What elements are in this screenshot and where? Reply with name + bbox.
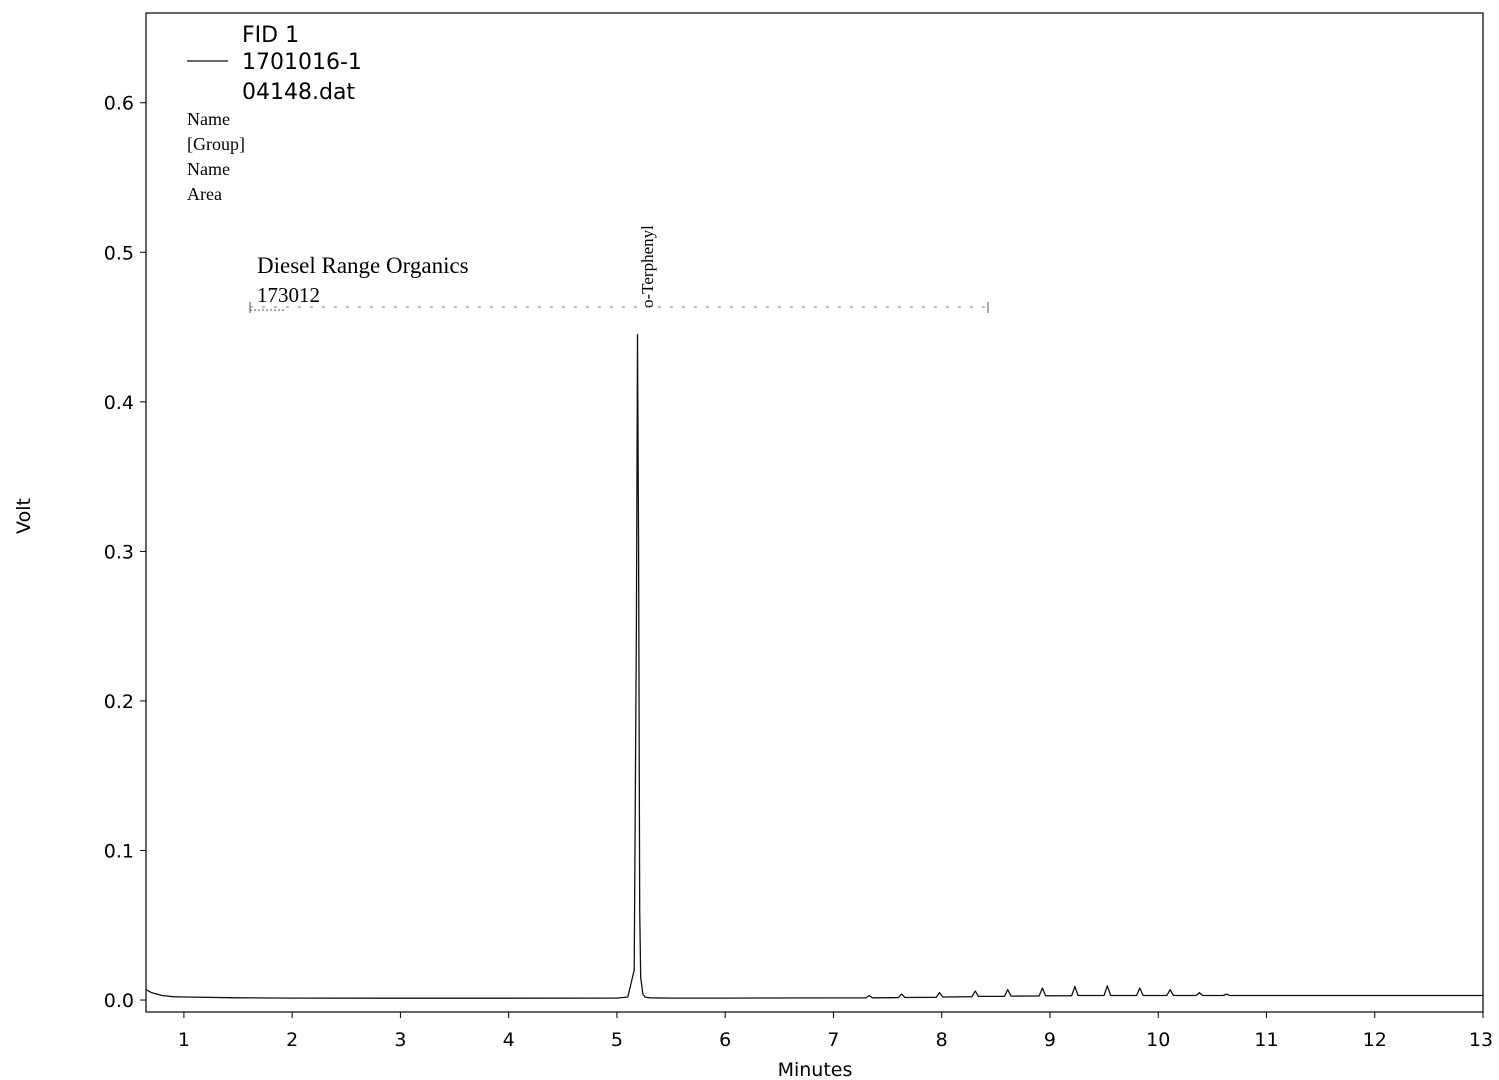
x-tick-label: 3 — [394, 1029, 406, 1051]
y-axis: 0.0 0.1 0.2 0.3 0.4 0.5 0.6 — [104, 93, 146, 1012]
series-line-1701016-1 — [145, 333, 1483, 999]
y-axis-title: Volt — [13, 498, 35, 534]
x-tick-label: 11 — [1254, 1029, 1278, 1051]
y-tick-label: 0.2 — [104, 691, 134, 713]
y-tick-label: 0.0 — [104, 990, 134, 1012]
legend-sample: 1701016-1 — [242, 50, 362, 75]
legend-field-area: Area — [187, 184, 222, 204]
x-tick-label: 10 — [1146, 1029, 1170, 1051]
legend-field-group: [Group] — [187, 134, 245, 154]
annotations: o-Terphenyl Diesel Range Organics 173012 — [249, 225, 989, 313]
x-tick-label: 1 — [178, 1029, 190, 1051]
x-tick-label: 12 — [1363, 1029, 1387, 1051]
plot-frame — [145, 12, 1484, 1013]
legend-field-name: Name — [187, 109, 230, 129]
range-label-diesel: Diesel Range Organics — [257, 253, 469, 278]
x-tick-label: 7 — [827, 1029, 839, 1051]
x-tick-label: 4 — [503, 1029, 515, 1051]
range-area-value: 173012 — [257, 283, 320, 307]
x-tick-label: 2 — [286, 1029, 298, 1051]
x-tick-label: 9 — [1044, 1029, 1056, 1051]
legend-detector: FID 1 — [242, 23, 299, 48]
y-tick-label: 0.5 — [104, 242, 134, 264]
legend-field-name-2: Name — [187, 159, 230, 179]
legend: FID 1 1701016-1 04148.dat Name [Group] N… — [187, 23, 362, 204]
x-tick-label: 5 — [611, 1029, 623, 1051]
x-axis: 1 2 3 4 5 6 7 8 9 10 11 12 13 — [178, 1012, 1493, 1051]
y-tick-label: 0.3 — [104, 541, 134, 563]
x-tick-label: 8 — [936, 1029, 948, 1051]
peak-label-o-terphenyl: o-Terphenyl — [638, 225, 657, 308]
legend-file: 04148.dat — [242, 80, 355, 105]
x-axis-title: Minutes — [778, 1059, 853, 1080]
x-tick-label: 6 — [719, 1029, 731, 1051]
y-tick-label: 0.4 — [104, 392, 134, 414]
x-tick-label: 13 — [1469, 1029, 1493, 1051]
y-tick-label: 0.1 — [104, 840, 134, 862]
y-tick-label: 0.6 — [104, 93, 134, 115]
